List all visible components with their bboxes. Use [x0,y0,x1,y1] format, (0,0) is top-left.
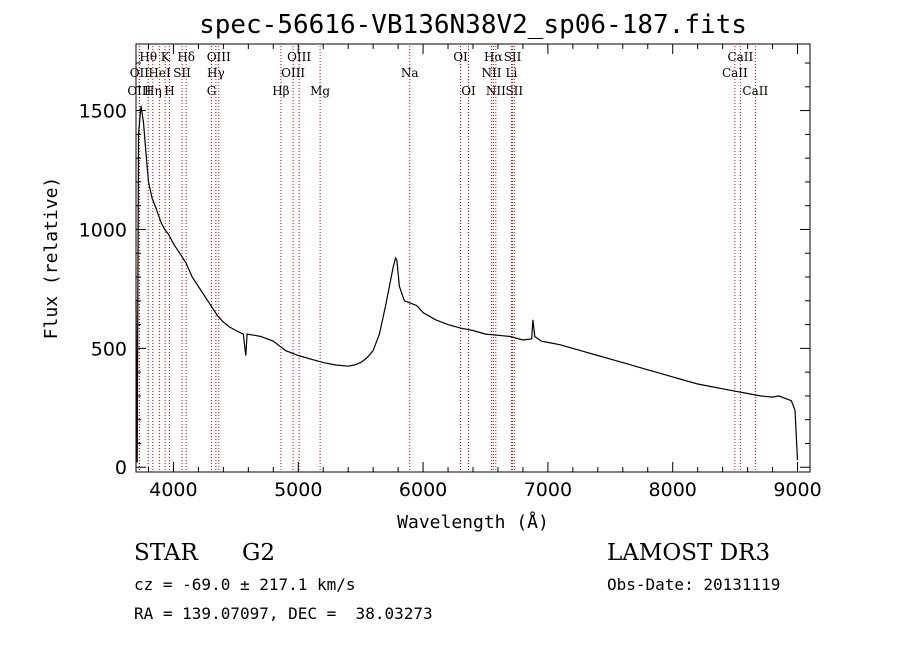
chart-title: spec-56616-VB136N38V2_sp06-187.fits [199,10,747,40]
spectral-line-label: H [164,84,174,98]
spectral-line-label: Mg [310,84,330,98]
object-subclass: G2 [242,540,276,566]
spectral-line-label: Li [506,66,518,80]
spectral-line-label: Hγ [207,66,225,80]
x-tick-label: 4000 [149,479,197,501]
x-tick-label: 8000 [649,479,697,501]
spectral-line-label: OIII [287,50,311,64]
spectral-line-label: Na [401,66,419,80]
spectral-line-label: OI [461,84,476,98]
object-class: STAR [134,540,198,566]
observation-date: Obs-Date: 20131119 [607,575,781,594]
spectral-line-label: OIII [281,66,305,80]
coordinates-text: RA = 139.07097, DEC = 38.03273 [134,604,433,623]
survey-name: LAMOST DR3 [607,540,771,566]
spectral-line-label: HeI [148,66,171,80]
spectral-line-markers [138,46,756,472]
spectral-line-label: CaII [722,66,748,80]
spectral-line-label: Hδ [177,50,195,64]
y-axis-title: Flux (relative) [41,177,62,340]
spectral-line-label: Hβ [272,84,289,98]
spectral-line-label: SII [504,50,522,64]
spectrum-series-line [135,105,799,463]
spectral-line-label: OIII [207,50,231,64]
y-tick-label: 1000 [79,219,127,241]
axis-ticks: 4000 5000 6000 7000 8000 9000 0 500 1000 1500 [79,44,822,501]
x-tick-label: 7000 [524,479,572,501]
spectral-line-label: OIII [127,84,151,98]
spectral-line-label: SII [173,66,191,80]
y-tick-label: 500 [91,338,127,360]
y-tick-label: 0 [115,457,127,479]
spectral-line-label: K [161,50,171,64]
x-tick-label: 6000 [399,479,447,501]
x-axis-title: Wavelength (Å) [397,511,549,533]
x-tick-label: 9000 [773,479,821,501]
y-tick-label: 1500 [79,101,127,123]
spectral-line-label: SII [505,84,523,98]
plot-frame [135,43,811,473]
spectral-line-label: OII [130,66,150,80]
spectral-line-label: Hθ [139,50,157,64]
spectral-line-label: CaII [742,84,768,98]
spectral-line-label: OI [453,50,468,64]
redshift-text: cz = -69.0 ± 217.1 km/s [134,575,356,594]
x-tick-label: 5000 [274,479,322,501]
spectral-line-label: Hα [484,50,503,64]
spectral-line-label: G [207,84,217,98]
spectral-line-label: Hη [144,84,162,98]
spectral-line-label: NII [481,66,501,80]
spectral-line-label: NII [486,84,506,98]
spectral-line-label: CaII [727,50,753,64]
